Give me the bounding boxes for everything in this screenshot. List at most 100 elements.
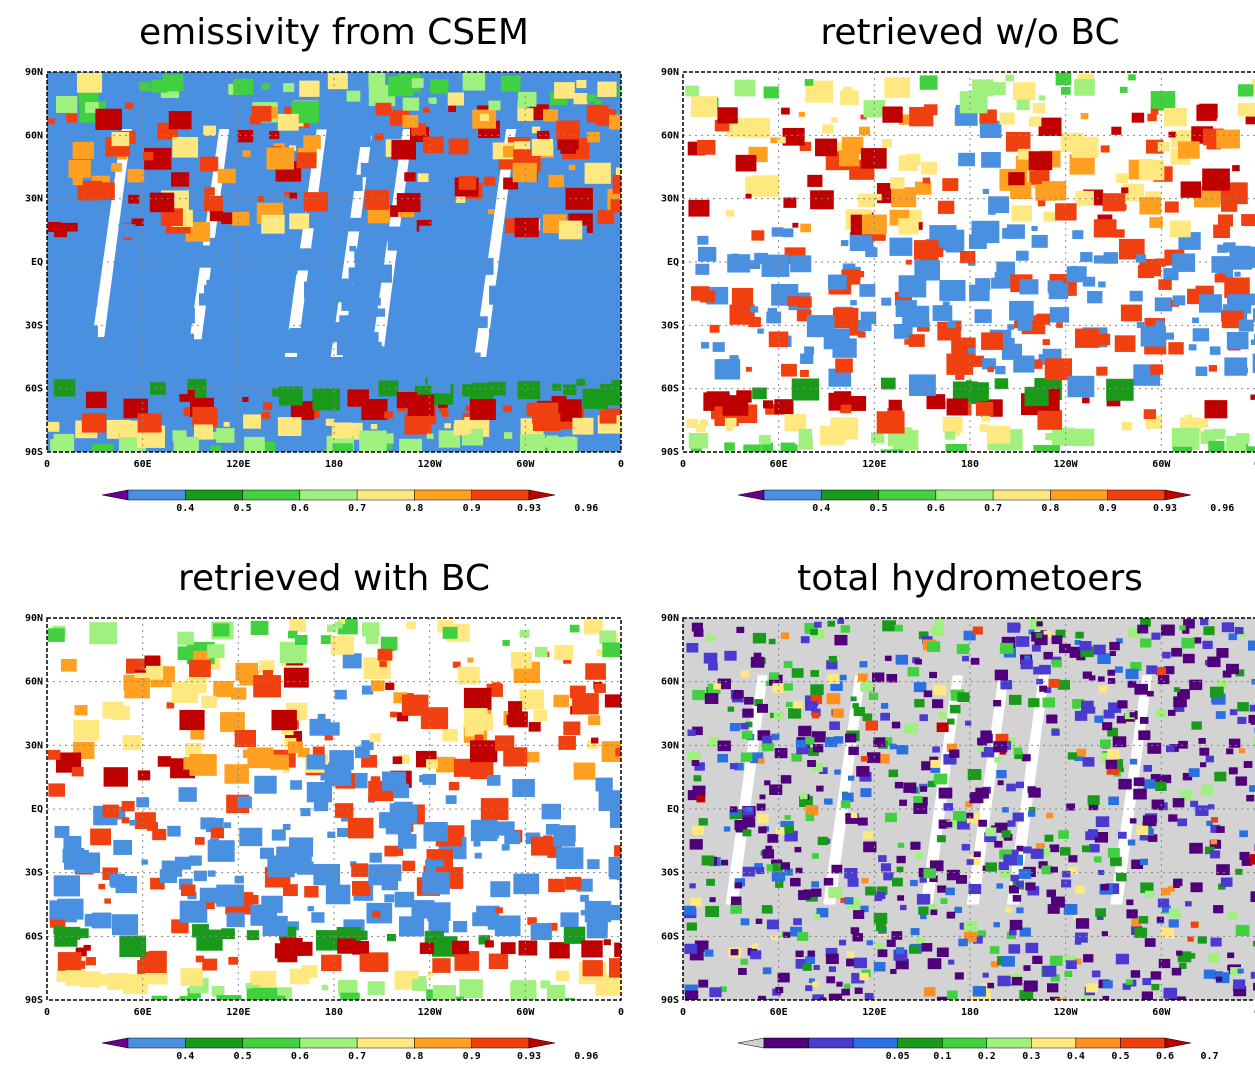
map-cell [1138,916,1149,924]
map-cell [611,380,621,389]
map-cell [1168,342,1184,355]
map-cell [282,823,291,831]
map-cell [76,928,89,939]
map-cell [209,838,220,847]
map-cell [1009,919,1023,930]
map-cell [768,331,789,348]
map-cell [1146,690,1154,697]
map-cell [740,752,753,762]
map-cell [828,886,843,899]
map-cell [1035,184,1057,201]
map-cell [1013,355,1035,373]
map-cell [489,356,511,374]
map-cell [166,285,183,299]
map-cell [1075,932,1088,943]
map-cell [435,264,449,275]
map-cell [1011,205,1033,222]
map-cell [899,904,907,911]
map-cell [810,684,824,695]
map-cell [336,278,352,291]
map-cell [981,733,993,744]
map-cell [599,630,617,644]
map-cell [1016,881,1024,888]
map-cell [932,305,953,321]
map-cell [56,95,78,113]
map-cell [952,811,966,822]
map-cell [1047,904,1060,914]
map-cell [213,680,234,698]
map-cell [740,958,748,965]
map-cell [448,105,457,112]
map-cell [1008,172,1025,186]
map-cell [541,803,562,820]
map-cell [684,984,698,996]
map-cell [694,940,709,952]
map-cell [956,875,967,884]
map-cell [321,954,342,972]
map-cell [501,844,510,851]
map-cell [1140,638,1152,648]
map-cell [880,863,892,872]
map-cell [774,748,788,759]
map-cell [790,877,801,887]
map-cell [770,712,777,718]
map-cell [1135,254,1147,263]
map-cell [762,849,775,859]
lon-label: 180 [961,1007,979,1018]
map-cell [691,622,703,632]
map-cell [511,651,532,669]
map-cell [949,749,960,758]
map-cell [561,331,576,344]
colorbar-label: 0.4 [1067,1051,1085,1062]
map-cell [103,767,128,787]
map-cell [704,693,719,704]
map-cell [68,159,91,178]
map-cell [334,689,347,700]
map-cell [1109,651,1116,656]
map-cell [995,733,1009,745]
map-cell [1046,714,1058,724]
map-cell [709,897,716,903]
map-cell [585,663,606,680]
map-cell [405,359,412,365]
map-cell [64,291,86,309]
map-cell [1039,685,1047,692]
map-cell [1056,322,1063,328]
map-cell [301,965,318,978]
map-cell [949,704,961,714]
map-cell [605,904,621,921]
map-cell [1075,190,1094,206]
map-cell [614,845,621,857]
map-cell [422,136,444,154]
map-cell [1043,651,1053,660]
map-cell [913,802,928,814]
map-cell [1150,971,1162,980]
map-cell [910,928,920,936]
map-cell [771,733,780,741]
map-cell [514,217,539,238]
map-cell [262,670,273,679]
map-cell [894,624,903,632]
map-cell [189,855,202,866]
map-cell [989,82,1006,95]
map-cell [1082,276,1096,287]
map-cell [442,729,458,742]
map-cell [1232,165,1240,172]
map-cell [701,342,710,349]
map-cell [1198,738,1206,744]
map-cell [936,401,946,409]
map-cell [802,963,812,971]
map-cell [996,883,1004,889]
map-cell [1239,830,1248,838]
map-cell [369,852,382,863]
lat-label: 60S [661,931,679,942]
map-cell [1049,307,1070,323]
map-cell [1035,632,1043,639]
map-cell [1031,226,1038,232]
map-cell [591,737,599,744]
map-cell [74,852,101,874]
map-cell [1073,915,1080,921]
map-cell [936,722,949,733]
map-cell [287,741,303,754]
map-cell [1160,927,1174,939]
